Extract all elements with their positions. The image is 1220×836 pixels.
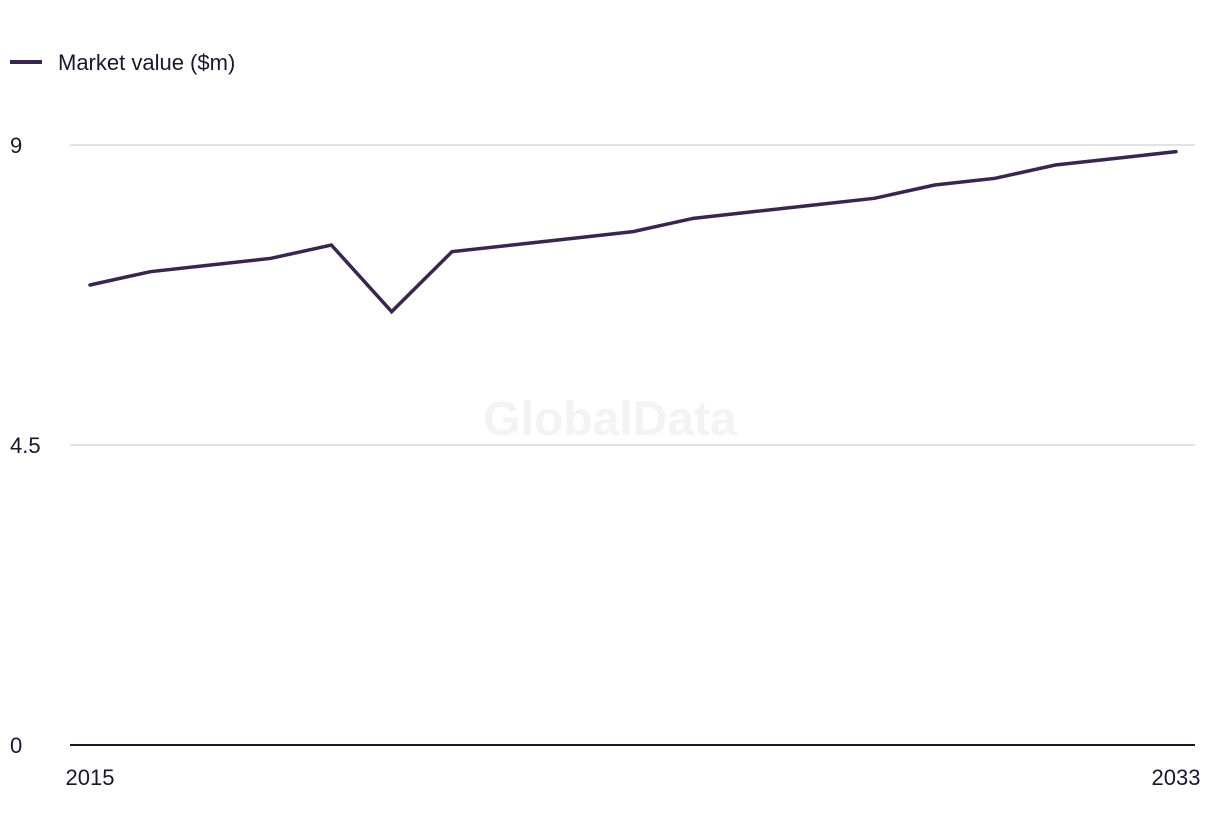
legend: Market value ($m) bbox=[10, 50, 235, 75]
series-lines bbox=[88, 149, 1178, 315]
series-line-market-value bbox=[88, 149, 1178, 315]
gridlines bbox=[70, 144, 1195, 746]
watermark: GlobalData bbox=[483, 393, 737, 446]
y-tick-label: 4.5 bbox=[10, 433, 41, 458]
x-tick-label: 2015 bbox=[66, 765, 115, 790]
y-axis-ticks: 04.59 bbox=[10, 133, 41, 758]
x-tick-label: 2033 bbox=[1152, 765, 1201, 790]
legend-label: Market value ($m) bbox=[58, 50, 235, 75]
y-tick-label: 9 bbox=[10, 133, 22, 158]
y-tick-label: 0 bbox=[10, 733, 22, 758]
x-axis-ticks: 2015 2033 bbox=[66, 765, 1201, 790]
